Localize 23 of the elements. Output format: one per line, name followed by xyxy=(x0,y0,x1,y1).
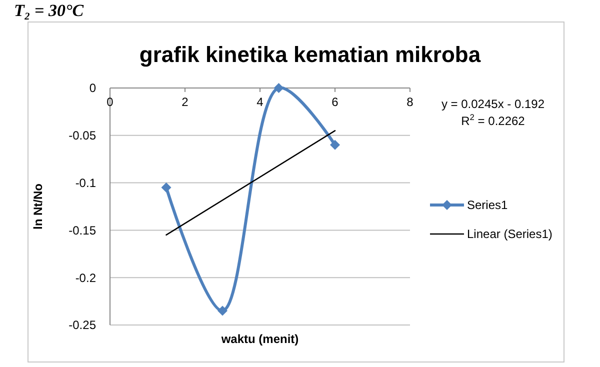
x-tick-label: 2 xyxy=(182,95,189,109)
x-tick-label: 4 xyxy=(256,95,264,109)
x-axis-title: waktu (menit) xyxy=(220,332,299,346)
y-tick-label: 0 xyxy=(89,81,96,96)
chart-title: grafik kinetika kematian mikroba xyxy=(139,42,482,67)
point xyxy=(218,306,228,316)
y-tick-label: -0.05 xyxy=(68,128,96,143)
x-tick-label: 8 xyxy=(406,95,414,109)
x-tick-label: 0 xyxy=(106,95,114,109)
y-tick-label: -0.15 xyxy=(68,223,96,238)
point xyxy=(161,182,172,193)
y-tick-label: -0.2 xyxy=(75,270,96,285)
point xyxy=(274,83,284,93)
x-tick-label: 6 xyxy=(332,95,339,109)
y-axis-title: ln Nt/No xyxy=(31,184,45,230)
legend-label: Linear (Series1) xyxy=(467,227,552,242)
text: T₂ = 30°C xyxy=(14,1,84,20)
legend-label: Series1 xyxy=(467,198,508,212)
text: y = 0.0245x - 0.192 xyxy=(441,97,545,111)
point xyxy=(330,140,340,150)
y-tick-label: -0.25 xyxy=(68,318,96,332)
y-tick-label: -0.1 xyxy=(75,176,96,190)
text: R$^{2}$ = 0.2262 xyxy=(461,112,526,128)
